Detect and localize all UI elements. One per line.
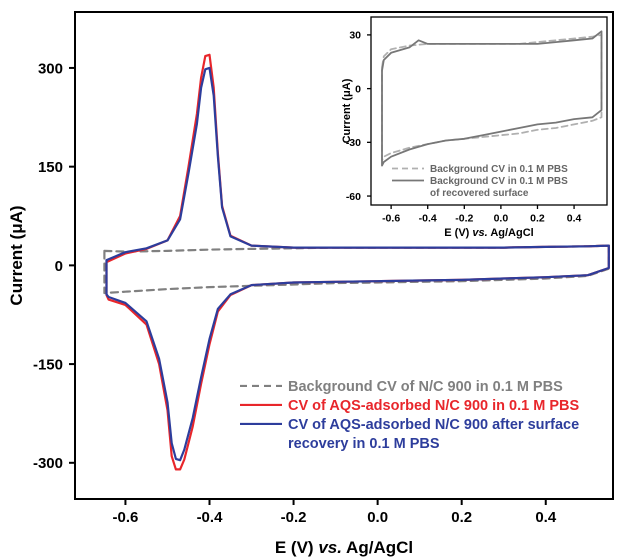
inset-chart: -0.6 -0.4 -0.2 0.0 0.2 0.4 -60 -30 0 30 E (V) vs. …	[341, 16, 608, 239]
inset-plot-frame	[370, 16, 608, 206]
main-x-tick-label: 0.4	[535, 509, 557, 526]
main-y-tick-label: 0	[55, 258, 63, 275]
inset-x-tick-label: 0.4	[567, 213, 582, 225]
main-series-line-2	[105, 66, 610, 462]
inset-legend-label-1: of recovered surface	[430, 188, 529, 199]
main-legend-label-2: CV of AQS-adsorbed N/C 900 after surface	[288, 417, 579, 433]
main-legend-label-1: CV of AQS-adsorbed N/C 900 in 0.1 M PBS	[288, 398, 579, 414]
inset-x-tick-label: 0.0	[494, 213, 509, 225]
inset-y-tick-label: -30	[346, 137, 361, 149]
main-legend-label-0: Background CV of N/C 900 in 0.1 M PBS	[288, 379, 563, 395]
inset-x-axis-label: E (V) vs. Ag/AgCl	[444, 227, 533, 239]
inset-y-axis-label: Current (μA)	[341, 78, 353, 143]
main-y-tick-label: 150	[38, 159, 63, 176]
inset-y-tick-label: 0	[355, 83, 361, 95]
main-y-axis-label: Current (μA)	[7, 205, 26, 305]
main-x-tick-label: -0.2	[281, 509, 307, 526]
inset-x-tick-label: 0.2	[530, 213, 545, 225]
main-legend-label-2: recovery in 0.1 M PBS	[288, 436, 440, 452]
main-y-tick-label: -150	[33, 356, 63, 373]
main-x-tick-label: -0.6	[113, 509, 139, 526]
main-series-line-0	[103, 244, 610, 295]
inset-x-tick-label: -0.6	[382, 213, 400, 225]
inset-y-tick-label: -60	[346, 191, 361, 203]
inset-y-tick-label: 30	[349, 30, 361, 42]
inset-x-tick-label: -0.4	[419, 213, 437, 225]
main-x-tick-label: 0.0	[367, 509, 388, 526]
main-x-tick-label: 0.2	[451, 509, 472, 526]
inset-series-line-1	[381, 30, 603, 167]
main-y-tick-label: -300	[33, 455, 63, 472]
inset-x-tick-label: -0.2	[455, 213, 473, 225]
main-x-axis-label: E (V) vs. Ag/AgCl	[275, 538, 413, 557]
main-x-tick-label: -0.4	[197, 509, 224, 526]
inset-legend-label-1: Background CV in 0.1 M PBS	[430, 176, 568, 187]
inset-legend-label-0: Background CV in 0.1 M PBS	[430, 164, 568, 175]
main-y-tick-label: 300	[38, 60, 63, 77]
main-plot-frame	[74, 11, 614, 500]
